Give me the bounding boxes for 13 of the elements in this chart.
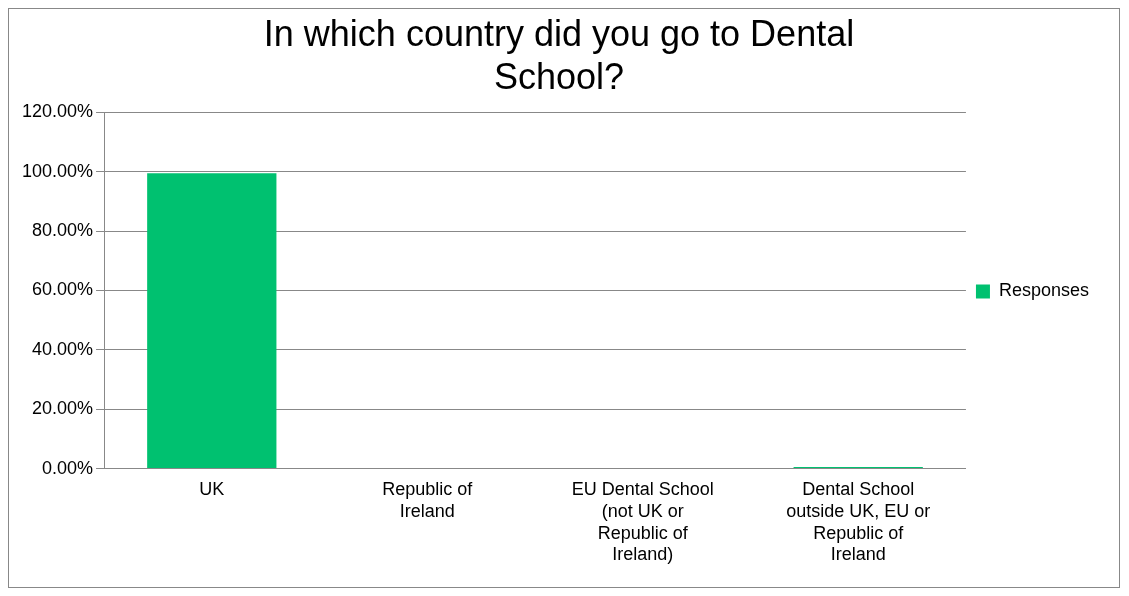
y-tick-label: 20.00% <box>32 398 94 419</box>
y-tick-label: 60.00% <box>32 279 94 300</box>
x-tick-label: Dental School outside UK, EU or Republic of Ireland <box>786 479 931 565</box>
y-tick-label: 120.00% <box>22 101 94 122</box>
legend-label: Responses <box>998 280 1090 301</box>
y-tick-label: 100.00% <box>22 160 94 181</box>
chart-title: In which country did you go to Dental School? <box>263 12 855 97</box>
x-tick-label: UK <box>199 479 225 500</box>
y-tick-label: 80.00% <box>32 220 94 241</box>
x-tick-label: EU Dental School (not UK or Republic of Ireland) <box>571 479 714 565</box>
y-tick-label: 40.00% <box>32 338 94 359</box>
y-tick-label: 0.00% <box>42 457 94 478</box>
x-tick-label: Republic of Ireland <box>382 479 474 521</box>
